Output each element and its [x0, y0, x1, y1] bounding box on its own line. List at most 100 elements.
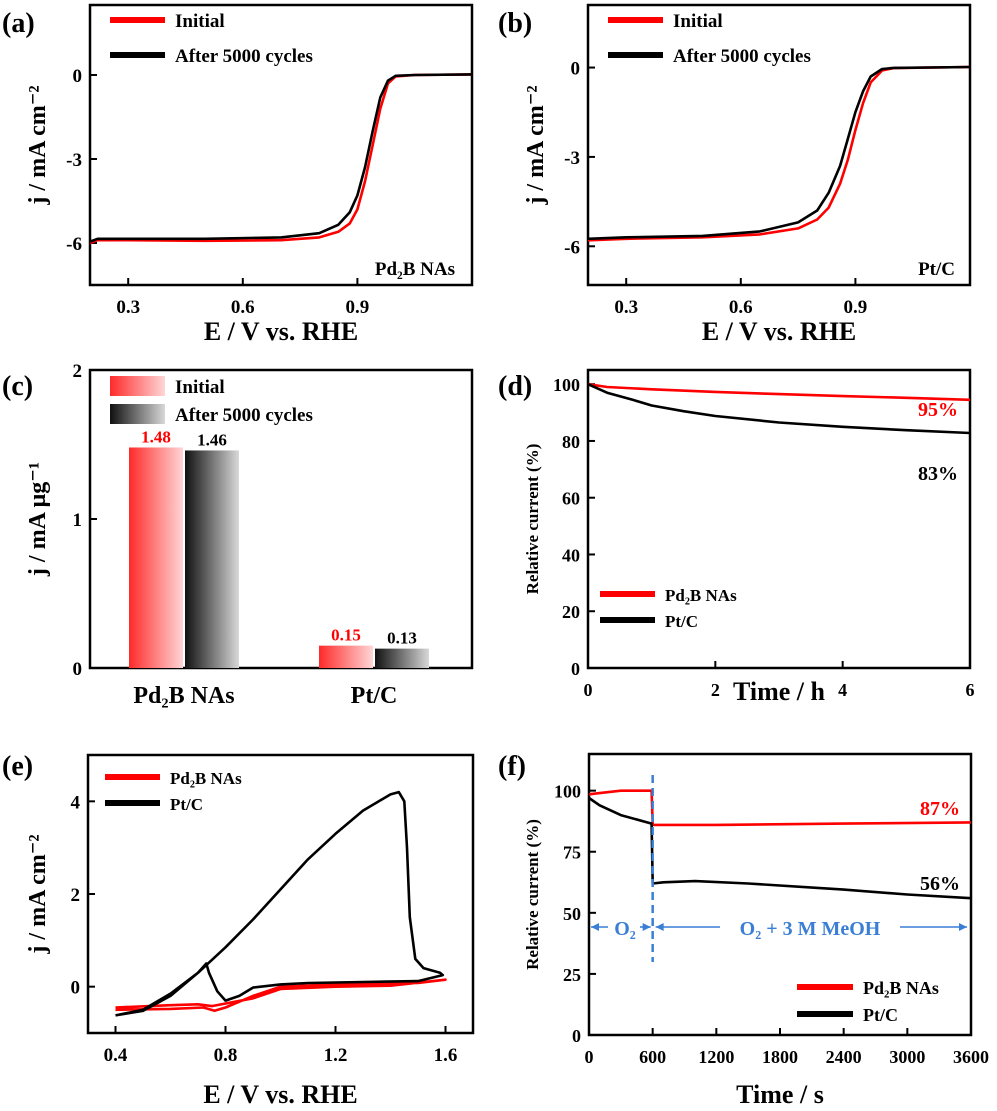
x-axis-label: E / V vs. RHE — [702, 317, 856, 346]
y-tick-label: 80 — [562, 432, 580, 452]
series-line — [589, 789, 971, 827]
legend-label: Pt/C — [863, 1005, 898, 1025]
legend-label: Pd₂B NAs — [170, 769, 242, 788]
y-tick-label: -6 — [564, 237, 580, 258]
annotation: 87% — [920, 798, 960, 820]
panel-label: (d) — [498, 371, 532, 402]
panel-c: (c) 0 1 2 j / mA μg⁻¹ Pd₂B NAs Pt/C 1.48 0.15 Ini… — [2, 361, 474, 709]
panel-label: (b) — [498, 8, 532, 39]
bar — [375, 648, 429, 668]
series-line — [589, 796, 971, 900]
x-tick-label: 0.9 — [844, 297, 868, 318]
y-tick-label: 40 — [562, 545, 580, 565]
y-tick-label: 2 — [71, 885, 81, 906]
annotation: 56% — [920, 873, 960, 895]
series-line — [588, 65, 970, 241]
x-tick-label: 2400 — [826, 1047, 862, 1067]
y-tick-label: 4 — [71, 792, 81, 813]
plot-frame — [586, 3, 972, 287]
panel-label: (e) — [2, 751, 33, 782]
x-tick-label: 0.3 — [116, 297, 140, 318]
series-line — [90, 73, 472, 243]
category-label: Pd₂B NAs — [133, 683, 234, 709]
x-tick-label: 1800 — [762, 1047, 798, 1067]
y-tick-label: 50 — [563, 904, 581, 924]
y-tick-label: 75 — [563, 843, 581, 863]
x-tick-label: 0.4 — [104, 1045, 128, 1066]
arrow-right-o2-head — [642, 923, 651, 931]
legend-swatch — [110, 376, 165, 396]
bar-value-label: 0.15 — [331, 626, 361, 645]
panel-b: (b) 0 -3 -6 0.3 0.6 0.9 j / mA cm⁻² E / V vs. RH… — [498, 3, 972, 346]
x-tick-label: 0.8 — [214, 1045, 238, 1066]
series-line — [115, 978, 447, 1013]
annotation: 83% — [918, 463, 958, 485]
legend-label: Initial — [673, 11, 723, 32]
arrow-left-o2-head — [591, 923, 599, 931]
y-tick-label: 0 — [71, 978, 81, 999]
x-axis-label: Time / h — [733, 677, 826, 706]
bar-value-label: 1.46 — [197, 430, 227, 449]
y-tick-label: -3 — [564, 148, 580, 169]
x-tick-label: 0.6 — [729, 297, 753, 318]
legend-label: After 5000 cycles — [175, 405, 313, 426]
panel-e: (e) 0 2 4 0.4 0.8 1.2 1.6 j / mA cm⁻² E / V vs. R… — [2, 751, 475, 1109]
x-tick-label: 0.3 — [614, 297, 638, 318]
y-tick-label: -6 — [66, 234, 82, 255]
series-line — [588, 383, 970, 435]
panel-label: (c) — [2, 371, 33, 402]
x-axis-label: Time / s — [736, 1080, 824, 1109]
series-line — [588, 382, 970, 402]
y-tick-label: 0 — [73, 66, 83, 87]
y-tick-label: 0 — [572, 1026, 581, 1046]
y-axis-label: j / mA μg⁻¹ — [25, 462, 51, 577]
legend-label: Initial — [175, 377, 225, 398]
y-tick-label: -3 — [66, 150, 82, 171]
x-tick-label: 3600 — [953, 1047, 989, 1067]
y-axis-label: j / mA cm⁻² — [523, 85, 549, 205]
y-tick-label: 1 — [73, 510, 83, 531]
bar — [319, 645, 373, 668]
y-axis-label: Relative current (%) — [523, 444, 542, 595]
panel-a: (a) 0 -3 -6 0.3 0.6 0.9 j / mA cm⁻² E / V vs. RH… — [2, 3, 474, 346]
y-tick-label: 25 — [563, 965, 581, 985]
category-label: Pt/C — [351, 683, 398, 709]
x-tick-label: 6 — [966, 680, 975, 700]
legend-swatch — [110, 404, 165, 424]
legend-label: Pd₂B NAs — [863, 978, 939, 998]
y-tick-label: 20 — [562, 602, 580, 622]
bar-value-label: 1.48 — [141, 427, 171, 446]
panel-label: (f) — [498, 751, 526, 782]
x-axis-label: E / V vs. RHE — [204, 317, 358, 346]
x-tick-label: 600 — [639, 1047, 666, 1067]
x-tick-label: 1.2 — [324, 1045, 348, 1066]
y-tick-label: 0 — [571, 59, 581, 80]
plot-frame — [586, 368, 972, 670]
y-tick-label: 100 — [553, 375, 580, 395]
y-axis-label: j / mA cm⁻² — [25, 834, 51, 954]
x-tick-label: 0.9 — [346, 297, 370, 318]
x-tick-label: 0 — [584, 680, 593, 700]
panel-label: (a) — [2, 8, 35, 39]
bar-value-label: 0.13 — [387, 629, 417, 648]
panel-d: (d) 0 20 40 60 80 100 0 2 4 6 Relative current (%) T… — [498, 368, 975, 706]
legend-label: Pt/C — [170, 795, 203, 814]
x-tick-label: 2 — [711, 680, 720, 700]
annotation: 95% — [918, 399, 958, 421]
plot-frame — [88, 3, 474, 287]
arrow-left-meoh-head — [655, 923, 664, 931]
bar — [129, 447, 183, 668]
x-axis-label: E / V vs. RHE — [203, 1080, 357, 1109]
plot-frame — [86, 753, 475, 1035]
legend-label: Pt/C — [665, 612, 698, 631]
legend-label: After 5000 cycles — [175, 46, 313, 67]
annotation: Pt/C — [918, 259, 955, 280]
legend-label: Pd₂B NAs — [665, 586, 737, 605]
y-tick-label: 100 — [554, 782, 581, 802]
x-tick-label: 1200 — [698, 1047, 734, 1067]
series-line — [588, 65, 970, 242]
x-tick-label: 1.6 — [434, 1045, 458, 1066]
series-line — [90, 73, 472, 245]
y-tick-label: 60 — [562, 489, 580, 509]
